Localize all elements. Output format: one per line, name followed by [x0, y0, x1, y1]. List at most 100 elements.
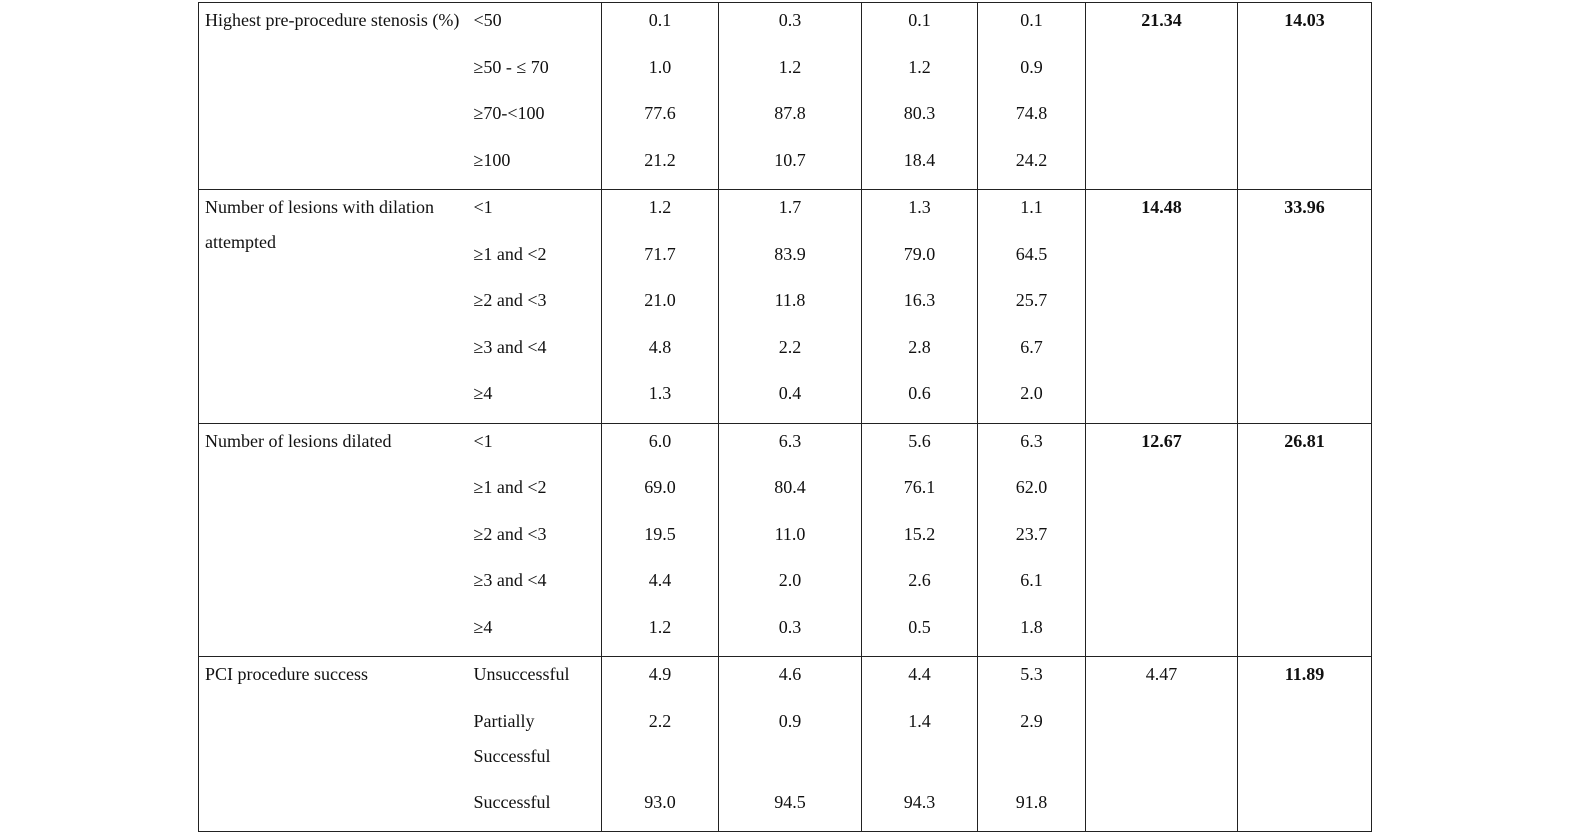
- stat1-cell: 14.48: [1085, 189, 1238, 424]
- level-column: <1 ≥1 and <2 ≥2 and <3 ≥3 and <4 ≥4: [467, 189, 602, 424]
- level-column: <1 ≥1 and <2 ≥2 and <3 ≥3 and <4 ≥4: [467, 422, 602, 657]
- level-label: ≥3 and <4: [473, 570, 547, 590]
- value-cell: 2.2: [778, 336, 802, 357]
- stat2-value: 14.03: [1284, 10, 1325, 30]
- level-label: ≥2 and <3: [473, 523, 547, 544]
- variable-label: PCI procedure success: [198, 656, 468, 832]
- value-cell: 83.9: [774, 243, 806, 264]
- value-cell: 18.4: [903, 149, 936, 170]
- value-cell: 74.8: [1015, 103, 1048, 123]
- value-column-4: 1.1 64.5 25.7 6.7 2.0: [977, 189, 1086, 424]
- level-label: <50: [473, 10, 502, 30]
- value-column-1: 6.0 69.0 19.5 4.4 1.2: [601, 422, 719, 657]
- stat2-cell: 11.89: [1237, 656, 1372, 832]
- value-cell: 5.3: [1020, 664, 1043, 684]
- table-section-row: Number of lesions dilated <1 ≥1 and <2 ≥2 a…: [198, 422, 1372, 657]
- value-cell: 94.5: [774, 791, 806, 812]
- level-label: ≥4: [473, 383, 493, 403]
- value-cell: 21.2: [644, 149, 676, 170]
- level-column: Unsuccessful Partially Successful Successf…: [467, 656, 602, 832]
- value-cell: 15.2: [903, 523, 936, 544]
- value-column-4: 6.3 62.0 23.7 6.1 1.8: [977, 422, 1086, 657]
- level-label: ≥2 and <3: [473, 290, 547, 310]
- value-cell: 71.7: [644, 243, 676, 264]
- level-label: ≥1 and <2: [473, 477, 547, 497]
- value-cell: 0.3: [778, 616, 802, 637]
- value-cell: 76.1: [903, 477, 936, 497]
- value-cell: 0.1: [908, 10, 931, 30]
- value-cell: 0.9: [778, 710, 802, 731]
- value-cell: 0.1: [1020, 10, 1043, 30]
- value-column-2: 0.3 1.2 87.8 10.7: [718, 2, 862, 190]
- value-cell: 64.5: [1015, 243, 1048, 264]
- value-cell: 2.0: [1020, 383, 1043, 403]
- value-column-1: 1.2 71.7 21.0 4.8 1.3: [601, 189, 719, 424]
- stat1-value: 14.48: [1141, 197, 1182, 217]
- value-cell: 16.3: [903, 290, 936, 310]
- value-cell: 80.3: [903, 103, 936, 123]
- value-cell: 11.0: [774, 523, 806, 544]
- value-cell: 0.6: [908, 383, 931, 403]
- value-cell: 1.0: [648, 56, 672, 77]
- results-table: Highest pre-procedure stenosis (%) <50 ≥50…: [198, 2, 1372, 832]
- variable-label: Number of lesions with dilation attempte…: [198, 189, 468, 424]
- value-column-2: 4.6 0.9 94.5: [718, 656, 862, 832]
- value-column-1: 4.9 2.2 93.0: [601, 656, 719, 832]
- value-cell: 24.2: [1015, 149, 1048, 170]
- value-cell: 4.8: [648, 336, 672, 357]
- stat2-cell: 26.81: [1237, 422, 1372, 657]
- value-cell: 19.5: [644, 523, 676, 544]
- value-cell: 6.0: [648, 430, 672, 451]
- value-cell: 2.6: [908, 570, 931, 590]
- stat1-value: 21.34: [1141, 10, 1182, 30]
- value-cell: 1.7: [778, 197, 802, 217]
- value-column-3: 0.1 1.2 80.3 18.4: [861, 2, 978, 190]
- value-cell: 1.4: [908, 710, 931, 731]
- level-label: ≥100: [473, 149, 511, 170]
- table-section-row: Number of lesions with dilation attempte…: [198, 189, 1372, 424]
- variable-label: Number of lesions dilated: [198, 422, 468, 657]
- level-label: ≥4: [473, 616, 493, 637]
- value-column-4: 5.3 2.9 91.8: [977, 656, 1086, 832]
- value-cell: 0.3: [778, 10, 802, 30]
- value-cell: 0.4: [778, 383, 802, 403]
- value-cell: 1.3: [648, 383, 672, 403]
- level-column: <50 ≥50 - ≤ 70 ≥70-<100 ≥100: [467, 2, 602, 190]
- stat1-cell: 4.47: [1085, 656, 1238, 832]
- value-cell: 2.2: [648, 710, 672, 731]
- stat1-cell: 12.67: [1085, 422, 1238, 657]
- value-cell: 77.6: [644, 103, 676, 123]
- level-label: Successful: [473, 791, 551, 812]
- value-column-1: 0.1 1.0 77.6 21.2: [601, 2, 719, 190]
- value-cell: 79.0: [903, 243, 936, 264]
- stat1-value: 4.47: [1145, 664, 1178, 684]
- value-column-3: 4.4 1.4 94.3: [861, 656, 978, 832]
- value-cell: 10.7: [774, 149, 806, 170]
- value-cell: 94.3: [903, 791, 936, 812]
- value-cell: 21.0: [644, 290, 676, 310]
- value-cell: 1.3: [908, 197, 931, 217]
- value-cell: 91.8: [1015, 791, 1048, 812]
- value-cell: 6.3: [1020, 430, 1043, 451]
- level-label: <1: [473, 197, 493, 217]
- value-cell: 80.4: [774, 477, 806, 497]
- value-cell: 4.4: [648, 570, 672, 590]
- value-column-3: 1.3 79.0 16.3 2.8 0.6: [861, 189, 978, 424]
- value-cell: 69.0: [644, 477, 676, 497]
- level-label: ≥70-<100: [473, 103, 545, 123]
- level-label: <1: [473, 430, 493, 451]
- value-column-4: 0.1 0.9 74.8 24.2: [977, 2, 1086, 190]
- value-cell: 2.8: [908, 336, 931, 357]
- level-label: Unsuccessful: [473, 664, 570, 684]
- value-cell: 87.8: [774, 103, 806, 123]
- level-label: ≥1 and <2: [473, 243, 547, 264]
- value-column-2: 1.7 83.9 11.8 2.2 0.4: [718, 189, 862, 424]
- value-cell: 6.3: [778, 430, 802, 451]
- value-cell: 0.5: [908, 616, 931, 637]
- level-label: ≥50 - ≤ 70: [473, 56, 549, 77]
- variable-label: Highest pre-procedure stenosis (%): [198, 2, 468, 190]
- value-cell: 2.0: [778, 570, 802, 590]
- value-cell: 6.7: [1020, 336, 1043, 357]
- value-cell: 25.7: [1015, 290, 1048, 310]
- value-cell: 4.9: [648, 664, 672, 684]
